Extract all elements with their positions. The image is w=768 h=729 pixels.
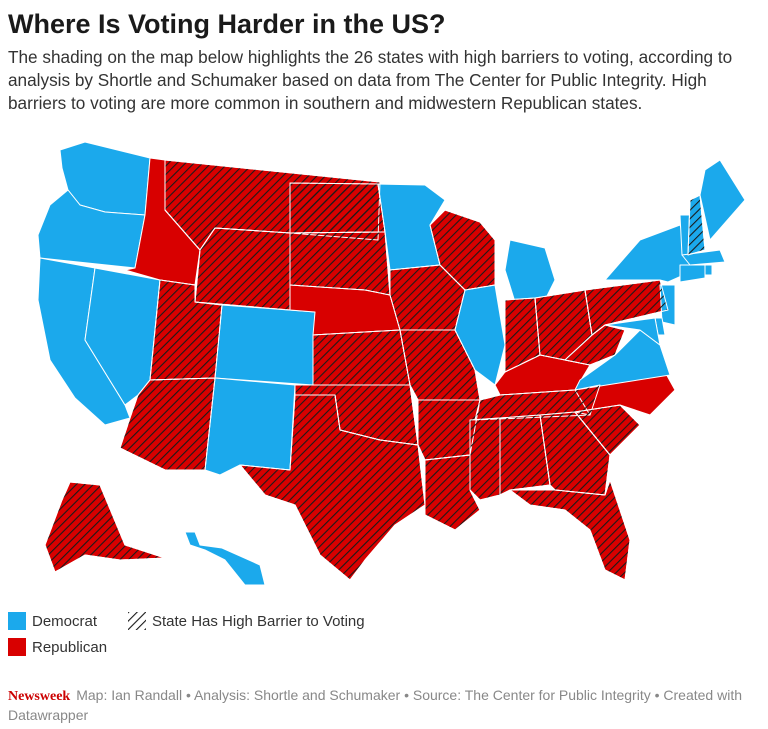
state-hatch-az (119, 377, 216, 471)
legend-label-high-barrier: State Has High Barrier to Voting (152, 612, 365, 630)
state-nm (204, 377, 296, 476)
legend-label-democrat: Democrat (32, 612, 98, 630)
page-title: Where Is Voting Harder in the US? (8, 9, 446, 39)
state-hatch-al (499, 414, 551, 496)
state-hatch-wy (194, 227, 291, 311)
state-hatch-nd (289, 182, 386, 234)
state-hatch-ms (469, 417, 501, 501)
legend-item-high-barrier: State Has High Barrier to Voting (128, 612, 365, 630)
state-ri (704, 264, 713, 276)
state-hatch-fl (509, 479, 631, 581)
state-hatch-ks (312, 329, 411, 386)
state-hi (184, 531, 266, 586)
us-map (0, 128, 768, 598)
state-co (214, 304, 316, 386)
state-hatch-sd (289, 231, 391, 296)
state-ct (679, 264, 706, 283)
legend-item-republican: Republican (8, 638, 107, 656)
legend: Democrat Republican State Has High Barri… (8, 612, 760, 662)
state-me (699, 159, 746, 241)
footer: Newsweek Map: Ian Randall • Analysis: Sho… (8, 686, 760, 725)
legend-item-democrat: Democrat (8, 612, 97, 630)
state-hatch-pa (584, 279, 669, 336)
legend-label-republican: Republican (32, 638, 108, 656)
state-mi (504, 239, 556, 303)
state-hatch-nh (687, 194, 706, 256)
state-hatch-ak (44, 481, 166, 573)
page-subtitle: The shading on the map below highlights … (8, 47, 733, 113)
state-md (604, 317, 661, 346)
state-hatch-sc (574, 404, 641, 456)
newsweek-logo: Newsweek (8, 689, 71, 704)
state-hatch-wi (429, 209, 496, 291)
state-hatch-tx (239, 394, 426, 581)
legend-swatch-democrat (8, 612, 26, 630)
hatch-swatch-icon (128, 612, 146, 630)
legend-swatch-republican (8, 638, 26, 656)
footer-credits: Map: Ian Randall • Analysis: Shortle and… (8, 687, 742, 723)
